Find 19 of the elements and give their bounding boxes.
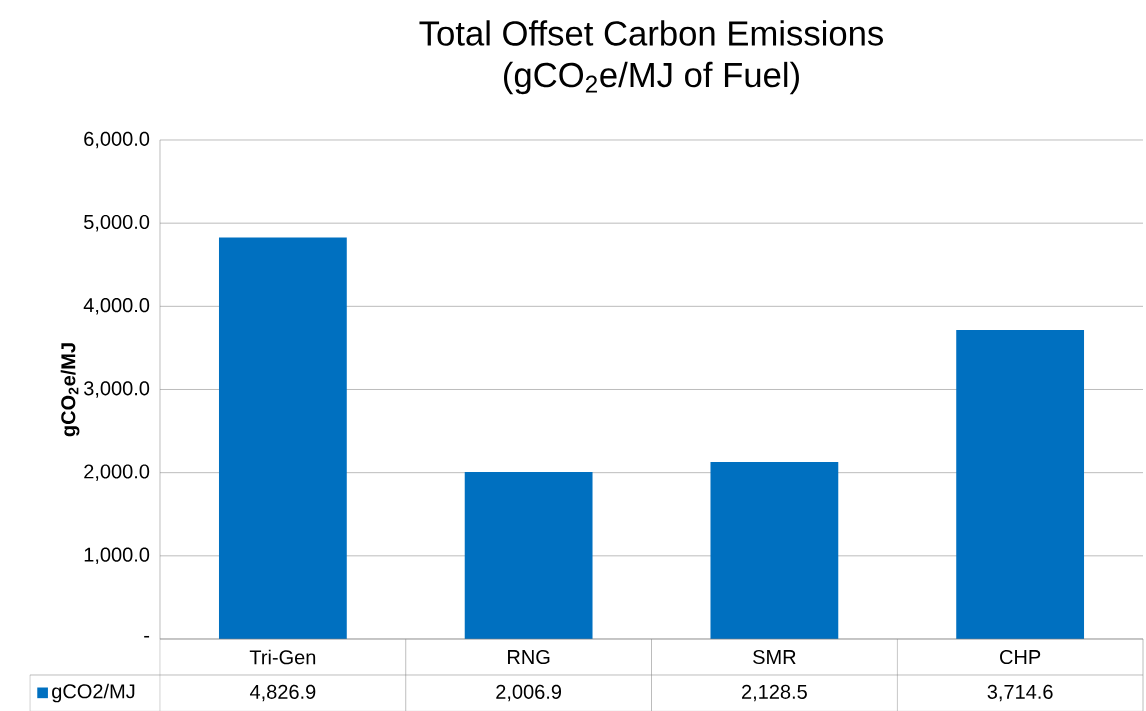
x-tick-label: SMR [753, 649, 796, 665]
y-tick-label: 3,000.0 [83, 381, 150, 398]
y-tick-label: 1,000.0 [84, 547, 150, 565]
y-tick-label: 6,000.0 [84, 131, 150, 149]
x-tick-label: RNG [508, 649, 550, 665]
y-tick-label: 2,000.0 [84, 464, 150, 481]
legend-label: gCO2/MJ [52, 683, 135, 703]
data-label: 3,714.6 [987, 684, 1053, 702]
x-tick-label: CHP [1000, 649, 1041, 665]
y-tick-label: 4,000.0 [83, 298, 150, 315]
y-axis-title: gCO$_{2}$e/MJ [60, 343, 80, 437]
data-label: 2,006.9 [496, 684, 562, 702]
y-tick-label: - [144, 635, 150, 638]
x-tick-label: Tri-Gen [249, 649, 316, 665]
chart-subtitle: (gCO$_{2}$e/MJ of Fuel) [504, 61, 799, 95]
data-label: 4,826.9 [249, 684, 316, 702]
y-tick-label: 5,000.0 [84, 214, 150, 232]
data-label: 2,128.5 [742, 684, 807, 702]
chart-title: Total Offset Carbon Emissions [419, 20, 883, 46]
